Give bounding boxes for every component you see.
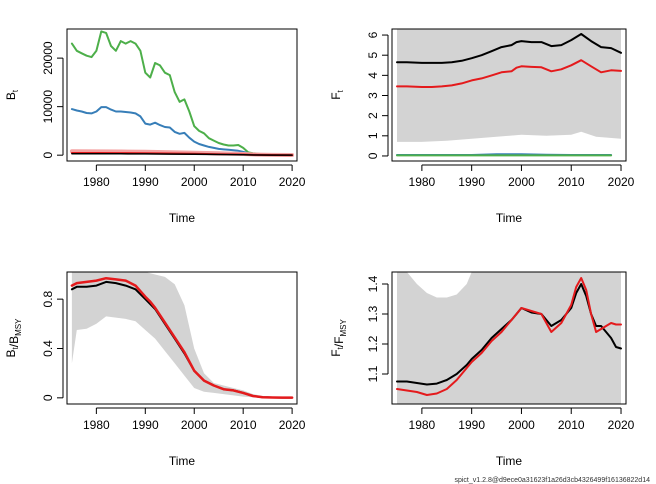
confidence-band xyxy=(71,272,293,398)
chart-panel-2: 1980 1990 2000 2010 2020 0 1 2 3 4 5 6 Time Ft xyxy=(329,28,635,225)
x-tick-label: 2010 xyxy=(230,175,257,189)
y-tick-label: 1.4 xyxy=(366,275,380,292)
series-line-estimate xyxy=(396,33,622,64)
plot-area xyxy=(396,272,622,404)
x-tick-label: 1990 xyxy=(132,418,159,432)
x-tick-label: 1980 xyxy=(409,418,436,432)
footer-text: spict_v1.2.8@d9ece0a31623f1a26d3cb432649… xyxy=(454,477,650,484)
plot-area xyxy=(70,272,294,399)
y-tick-label: 5 xyxy=(366,52,380,59)
y-tick-label: 4 xyxy=(366,72,380,79)
x-tick-label: 1990 xyxy=(458,418,485,432)
y-axis-title: Ft xyxy=(329,89,345,99)
y-tick-label: 2 xyxy=(366,112,380,119)
series-line-green xyxy=(70,30,284,156)
y-axis-title: Bt/BMSY xyxy=(4,318,23,358)
y-tick-label: 1 xyxy=(366,132,380,139)
x-tick-label: 2000 xyxy=(508,418,535,432)
confidence-band xyxy=(397,29,621,142)
y-tick-label: 0 xyxy=(41,152,55,159)
y-tick-label: 10000 xyxy=(41,90,55,124)
series-line-red xyxy=(70,276,294,399)
x-axis-title: Time xyxy=(496,211,523,225)
x-tick-label: 2000 xyxy=(181,175,208,189)
series-line-red xyxy=(396,59,622,88)
plot-frame xyxy=(66,271,298,405)
x-tick-label: 2000 xyxy=(181,418,208,432)
x-tick-label: 2020 xyxy=(279,175,306,189)
x-tick-label: 1980 xyxy=(83,418,110,432)
y-tick-label: 1.1 xyxy=(366,365,380,382)
plot-frame xyxy=(66,28,298,162)
plot-frame xyxy=(391,271,627,405)
y-tick-label: 0 xyxy=(41,394,55,401)
chart-panel-3: 1980 1990 2000 2010 2020 0 0.4 0.8 Time Bt/BMSY xyxy=(4,271,306,468)
x-tick-label: 2020 xyxy=(608,175,635,189)
confidence-band xyxy=(397,272,621,404)
x-tick-label: 2020 xyxy=(279,418,306,432)
x-axis-title: Time xyxy=(169,211,196,225)
x-tick-label: 1980 xyxy=(409,175,436,189)
y-tick-label: 1.2 xyxy=(366,335,380,352)
x-tick-label: 2010 xyxy=(558,418,585,432)
y-tick-label: 20000 xyxy=(41,41,55,75)
x-tick-label: 2020 xyxy=(608,418,635,432)
chart-panel-4: 1980 1990 2000 2010 2020 1.1 1.2 1.3 1.4 Time Ft/F… xyxy=(329,271,635,468)
y-tick-label: 0.4 xyxy=(41,340,55,357)
x-tick-label: 2010 xyxy=(558,175,585,189)
plot-frame xyxy=(391,28,627,162)
x-tick-label: 2010 xyxy=(230,418,257,432)
y-tick-label: 1.3 xyxy=(366,305,380,322)
y-axis-title: Bt xyxy=(4,89,20,100)
series-line-red xyxy=(396,277,622,396)
x-axis-title: Time xyxy=(169,454,196,468)
plot-area xyxy=(69,30,295,157)
chart-panel-1: 1980 1990 2000 2010 2020 0 10000 20000 Time Bt xyxy=(4,28,306,225)
plot-area xyxy=(396,29,622,157)
x-tick-label: 2000 xyxy=(508,175,535,189)
series-line-blue xyxy=(70,106,289,156)
y-axis-title: Ft/FMSY xyxy=(329,319,348,357)
y-tick-label: 6 xyxy=(366,31,380,38)
x-tick-label: 1990 xyxy=(132,175,159,189)
y-tick-label: 0.8 xyxy=(41,290,55,307)
x-tick-label: 1980 xyxy=(83,175,110,189)
y-tick-label: 0 xyxy=(366,152,380,159)
y-tick-label: 3 xyxy=(366,92,380,99)
series-line-estimate xyxy=(71,152,293,156)
x-tick-label: 1990 xyxy=(458,175,485,189)
x-axis-title: Time xyxy=(496,454,523,468)
